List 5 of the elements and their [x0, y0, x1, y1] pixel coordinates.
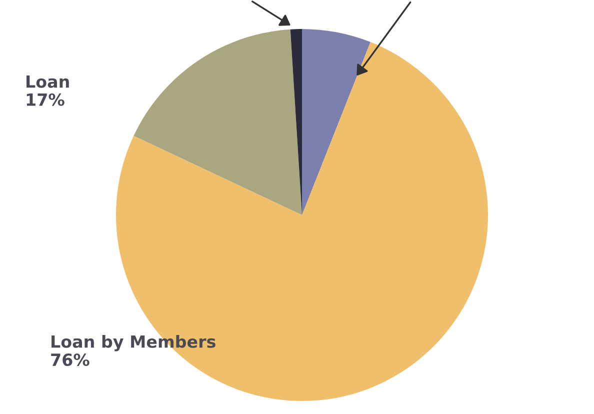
data-label: 76%: [51, 353, 90, 366]
pie-slice: [302, 29, 370, 215]
pie-slice: [134, 29, 302, 215]
slice-label: Loan: [26, 76, 69, 88]
data-label: 17%: [26, 93, 64, 106]
